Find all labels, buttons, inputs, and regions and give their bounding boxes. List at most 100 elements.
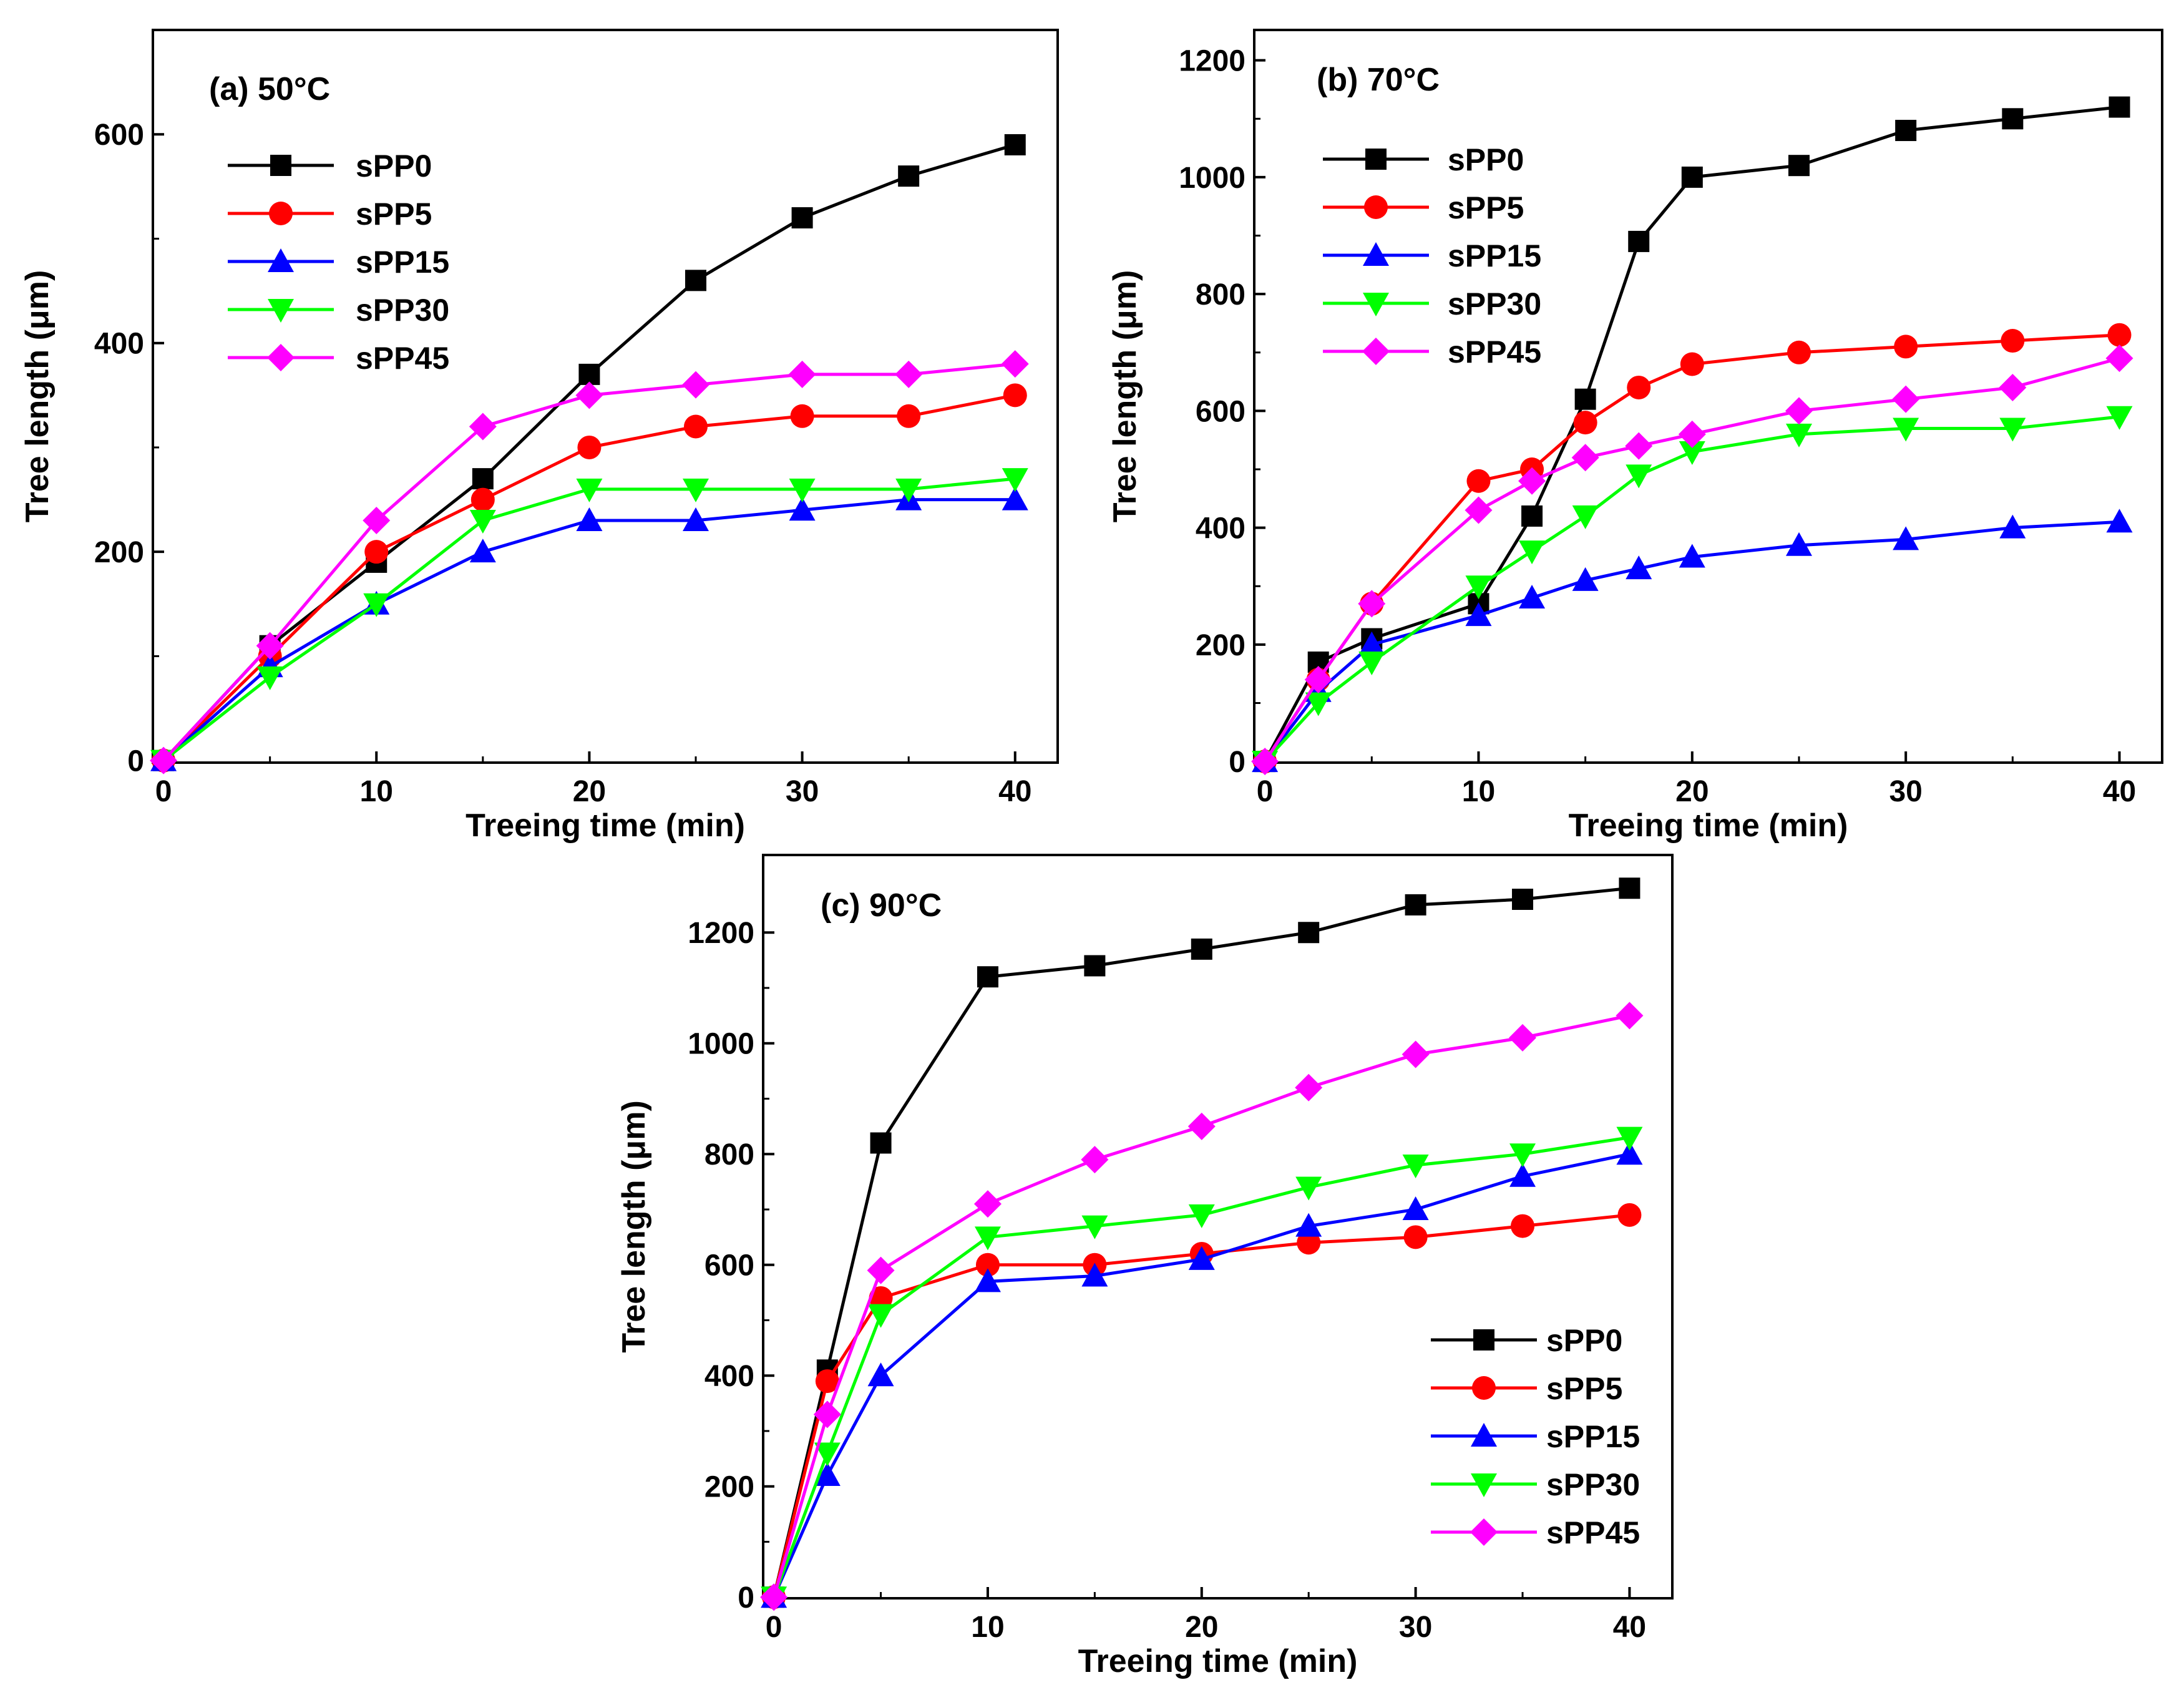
y-tick-label: 0 xyxy=(127,745,144,778)
data-point xyxy=(895,360,923,388)
y-tick-label: 400 xyxy=(704,1360,754,1393)
data-point xyxy=(1616,1141,1643,1165)
data-point xyxy=(1297,1231,1321,1255)
data-point xyxy=(1519,584,1546,608)
data-point xyxy=(1084,955,1106,977)
data-point xyxy=(867,1256,895,1284)
legend-marker xyxy=(267,344,295,371)
data-point xyxy=(789,478,816,502)
data-point xyxy=(576,507,603,532)
data-point xyxy=(1251,748,1279,776)
legend-marker xyxy=(1470,1518,1498,1546)
legend: sPP0 sPP5 sPP15 sPP30 sPP45 xyxy=(1431,1323,1640,1550)
x-tick-label: 30 xyxy=(786,775,819,808)
legend-label: sPP15 xyxy=(1546,1419,1640,1454)
y-tick-label: 0 xyxy=(738,1581,754,1614)
data-point xyxy=(815,1369,839,1394)
legend: sPP0 sPP5 sPP15 sPP30 sPP45 xyxy=(228,149,449,376)
data-point xyxy=(685,270,706,291)
legend-marker xyxy=(1473,1329,1494,1351)
y-tick-label: 400 xyxy=(94,328,144,361)
data-point xyxy=(1358,590,1386,618)
data-point xyxy=(576,478,603,502)
legend-marker xyxy=(268,248,294,272)
series-sPP0 xyxy=(1254,96,2130,773)
data-point xyxy=(683,478,709,502)
legend-label: sPP45 xyxy=(356,341,449,376)
legend-label: sPP15 xyxy=(1448,238,1541,273)
series-sPP30 xyxy=(761,1126,1643,1611)
x-axis-label: Treeing time (min) xyxy=(1078,1643,1358,1679)
data-point xyxy=(869,1286,893,1310)
data-point xyxy=(1509,1143,1536,1168)
data-point xyxy=(897,404,921,428)
y-axis-label: Tree length (μm) xyxy=(616,1100,652,1353)
data-point xyxy=(789,497,816,521)
data-point xyxy=(790,404,814,428)
data-point xyxy=(788,360,816,388)
series-sPP45 xyxy=(150,350,1029,774)
data-point xyxy=(682,371,709,399)
data-point xyxy=(814,1462,841,1486)
data-point xyxy=(895,478,922,502)
data-point xyxy=(1571,444,1599,472)
data-point xyxy=(2108,96,2130,118)
legend-label: sPP45 xyxy=(1546,1515,1640,1550)
data-point xyxy=(2001,329,2025,353)
data-point xyxy=(1625,432,1653,460)
data-point xyxy=(1465,602,1492,627)
data-point xyxy=(1002,468,1028,492)
data-point xyxy=(1678,420,1706,448)
data-point xyxy=(1519,540,1546,565)
data-point xyxy=(1999,514,2026,539)
data-point xyxy=(870,1132,892,1154)
y-axis-label: Tree length (μm) xyxy=(19,270,56,523)
legend-label: sPP5 xyxy=(1546,1371,1622,1406)
x-tick-label: 20 xyxy=(1185,1611,1218,1644)
data-point xyxy=(1511,1214,1535,1238)
data-point xyxy=(470,487,495,512)
data-point xyxy=(1626,555,1652,580)
data-point xyxy=(1574,388,1596,410)
data-point xyxy=(1512,888,1534,910)
data-point xyxy=(2106,406,2133,430)
series-line xyxy=(1264,415,2120,763)
y-tick-label: 800 xyxy=(704,1138,754,1171)
x-tick-label: 20 xyxy=(1675,775,1709,808)
x-tick-label: 20 xyxy=(573,775,606,808)
data-point xyxy=(1999,373,2027,401)
legend-marker xyxy=(1472,1376,1496,1400)
series-sPP45 xyxy=(760,1002,1644,1611)
data-point xyxy=(1619,877,1640,899)
x-axis-label: Treeing time (min) xyxy=(1569,808,1848,844)
data-point xyxy=(1358,651,1385,675)
data-point xyxy=(684,414,708,439)
data-point xyxy=(1002,486,1028,510)
data-point xyxy=(469,413,497,441)
legend-marker xyxy=(1471,1423,1497,1447)
data-point xyxy=(1304,666,1332,694)
data-point xyxy=(469,510,496,534)
data-point xyxy=(1188,1246,1215,1270)
data-point xyxy=(1894,335,1918,359)
data-point xyxy=(1786,532,1812,556)
x-tick-label: 0 xyxy=(766,1611,782,1644)
data-point xyxy=(1001,350,1029,378)
data-point xyxy=(974,1268,1001,1292)
legend-marker xyxy=(1365,149,1387,170)
legend-label: sPP5 xyxy=(356,197,432,232)
data-point xyxy=(1616,1126,1643,1151)
series-line xyxy=(772,1213,1630,1598)
data-point xyxy=(1893,418,1919,442)
data-point xyxy=(1004,134,1026,155)
y-tick-label: 400 xyxy=(1196,512,1246,545)
x-tick-label: 40 xyxy=(2103,775,2136,808)
data-point xyxy=(1402,1196,1429,1220)
legend-label: sPP45 xyxy=(1448,335,1541,369)
y-tick-label: 800 xyxy=(1196,278,1246,311)
legend-marker xyxy=(270,155,291,176)
series-line xyxy=(772,1014,1630,1598)
data-point xyxy=(1509,1163,1536,1187)
